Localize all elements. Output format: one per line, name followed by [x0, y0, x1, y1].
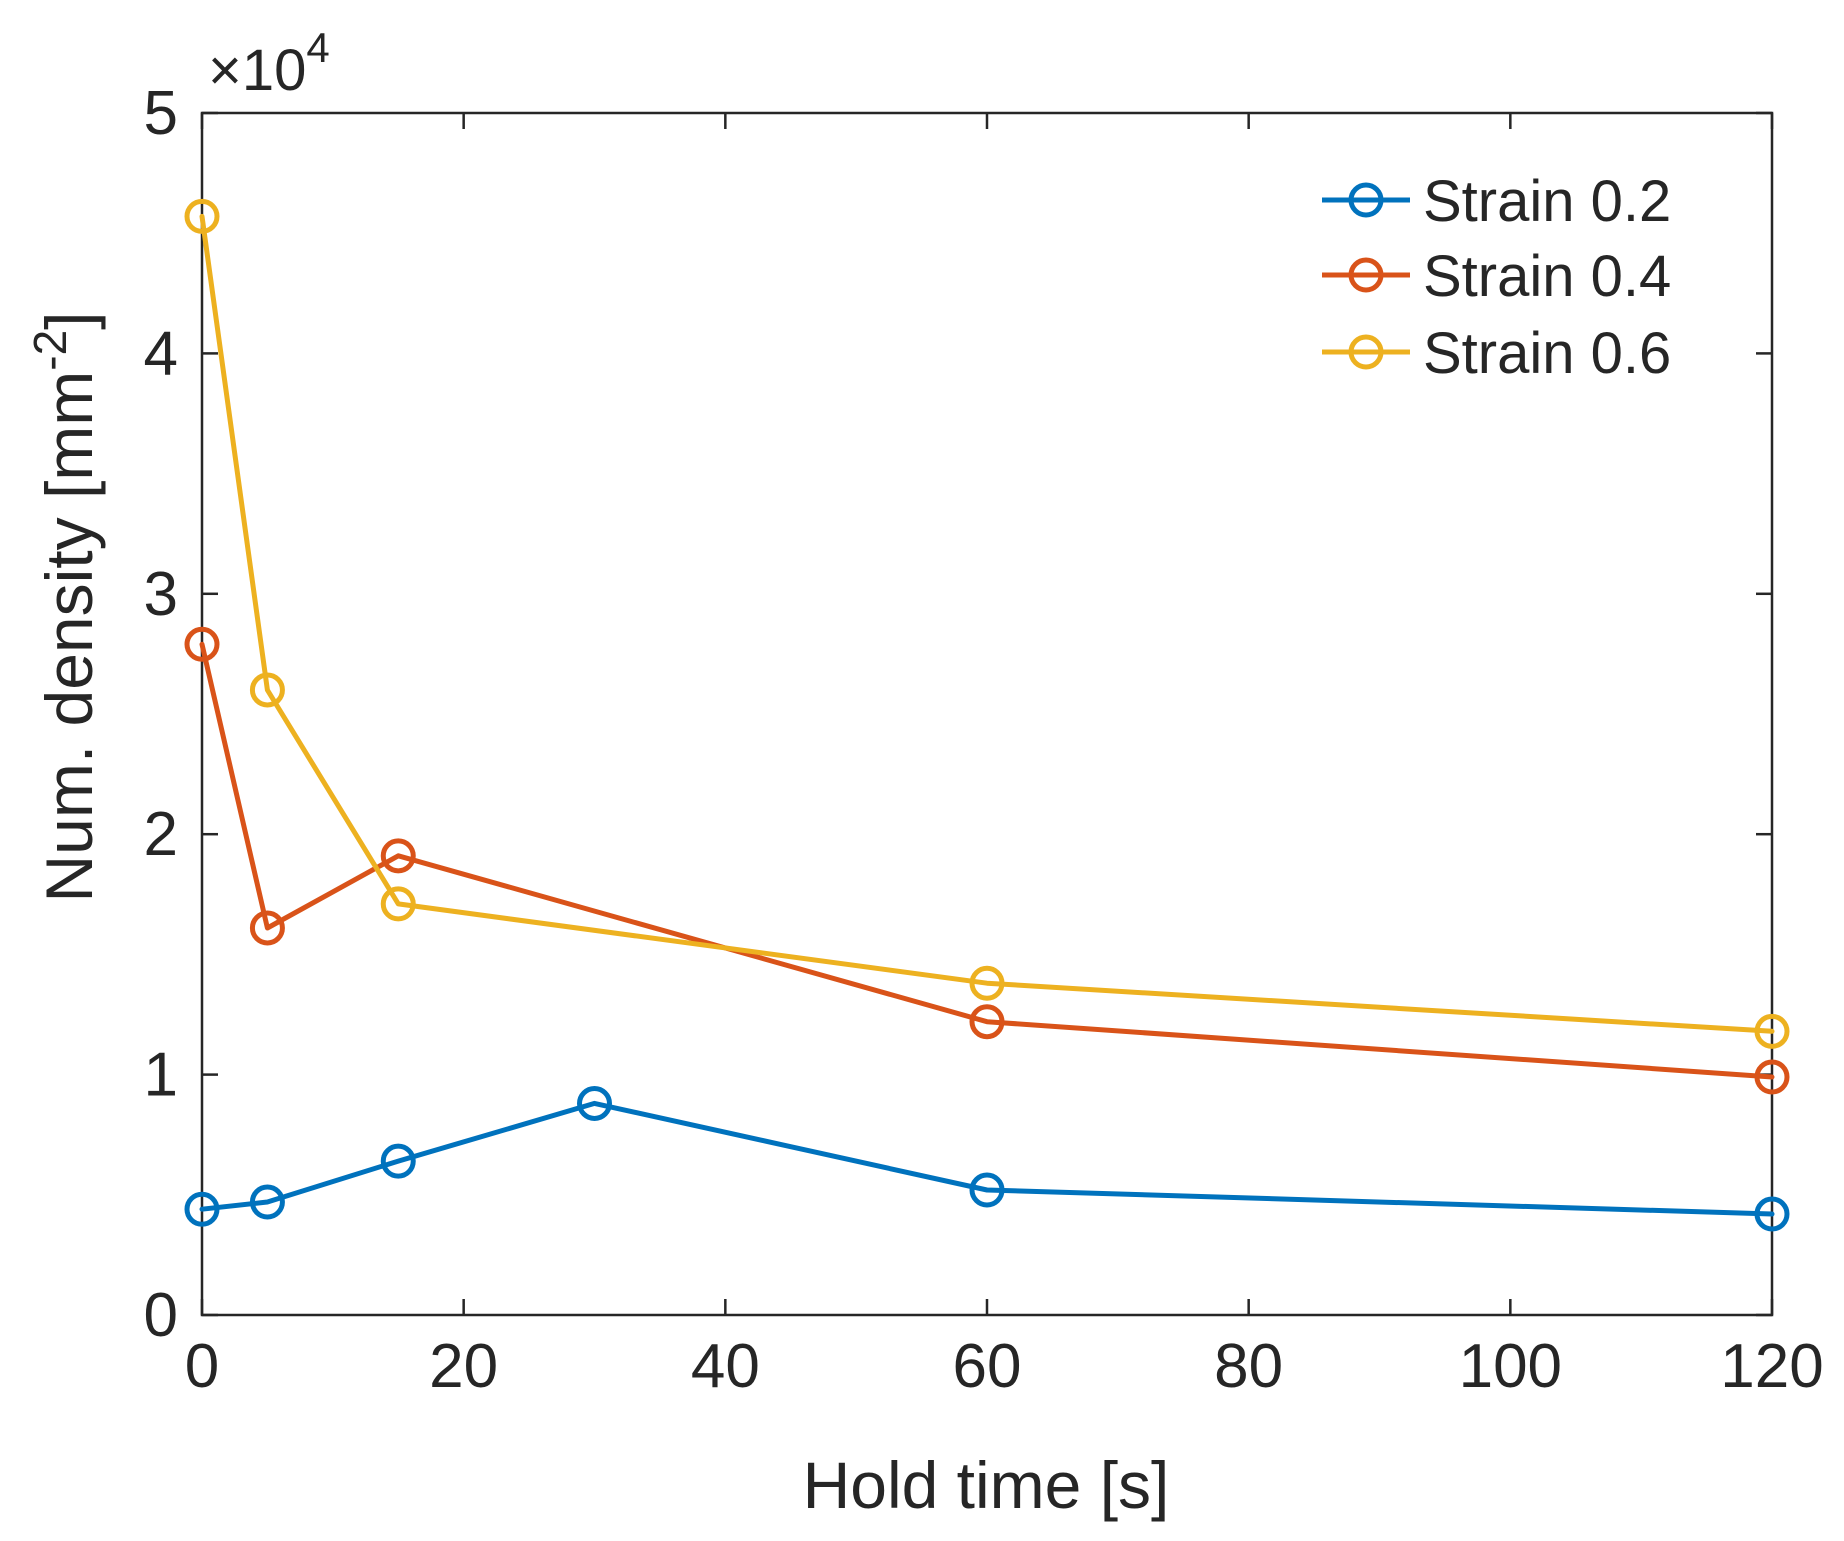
- data-point: [1754, 1013, 1790, 1049]
- legend-label: Strain 0.4: [1423, 244, 1671, 309]
- data-point: [184, 198, 220, 234]
- y-tick-label: 0: [144, 1281, 178, 1350]
- y-tick-label: 3: [144, 560, 178, 629]
- data-point: [380, 1143, 416, 1179]
- y-tick-label: 2: [144, 800, 178, 869]
- data-point: [380, 886, 416, 922]
- legend-entry: Strain 0.2: [1322, 169, 1671, 234]
- y-axis-label-tail: ]: [32, 311, 106, 329]
- x-axis-label: Hold time [s]: [803, 1448, 1170, 1522]
- series-line: [199, 1100, 1775, 1217]
- x-tick-label: 40: [691, 1332, 760, 1401]
- x-tick-label: 60: [953, 1332, 1022, 1401]
- y-tick-label: 4: [144, 319, 178, 388]
- plot-area-box: [200, 111, 1774, 1317]
- x-tick-label: 80: [1214, 1332, 1283, 1401]
- legend-marker: [1348, 257, 1384, 293]
- data-point: [1754, 1196, 1790, 1232]
- y-axis-label-superscript: -2: [24, 330, 76, 371]
- data-point: [577, 1085, 612, 1121]
- y-axis-label: Num. density [mm-2]: [24, 311, 106, 902]
- data-point: [969, 1004, 1005, 1040]
- series-strain-1: [184, 1085, 1790, 1232]
- y-axis-exponent-power: 4: [306, 24, 329, 71]
- data-point: [380, 838, 416, 874]
- data-point: [969, 1172, 1005, 1208]
- x-tick-label: 20: [429, 1332, 498, 1401]
- legend-marker: [1348, 182, 1384, 218]
- y-axis-exponent: ×104: [208, 24, 330, 103]
- y-tick-label: 1: [144, 1041, 178, 1110]
- data-point: [969, 965, 1005, 1001]
- legend-entry: Strain 0.4: [1322, 244, 1671, 309]
- y-axis-label-main: Num. density [mm: [32, 371, 106, 903]
- series-line: [199, 213, 1775, 1034]
- y-axis-exponent-prefix: ×10: [208, 38, 306, 103]
- series-layer: [184, 198, 1790, 1232]
- legend-marker: [1348, 334, 1384, 370]
- legend-label: Strain 0.2: [1423, 169, 1671, 234]
- data-point: [184, 1191, 220, 1227]
- legend: Strain 0.2 Strain 0.4 Strain 0.6: [1322, 169, 1671, 386]
- data-point: [184, 626, 220, 662]
- x-tick-label: 0: [185, 1332, 219, 1401]
- x-tick-label: 120: [1720, 1332, 1823, 1401]
- labels-layer: Hold time [s] Num. density [mm-2] ×104 0…: [24, 24, 1824, 1522]
- series-strain-2: [184, 626, 1790, 1095]
- data-point: [249, 910, 285, 946]
- x-tick-label: 100: [1459, 1332, 1562, 1401]
- legend-label: Strain 0.6: [1423, 321, 1671, 386]
- y-tick-label: 5: [144, 79, 178, 148]
- data-point: [1754, 1059, 1790, 1095]
- series-strain-3: [184, 198, 1790, 1049]
- data-point: [249, 1184, 285, 1220]
- legend-entry: Strain 0.6: [1322, 321, 1671, 386]
- data-point: [249, 672, 285, 708]
- axes: [200, 111, 1774, 1317]
- series-line: [199, 641, 1775, 1080]
